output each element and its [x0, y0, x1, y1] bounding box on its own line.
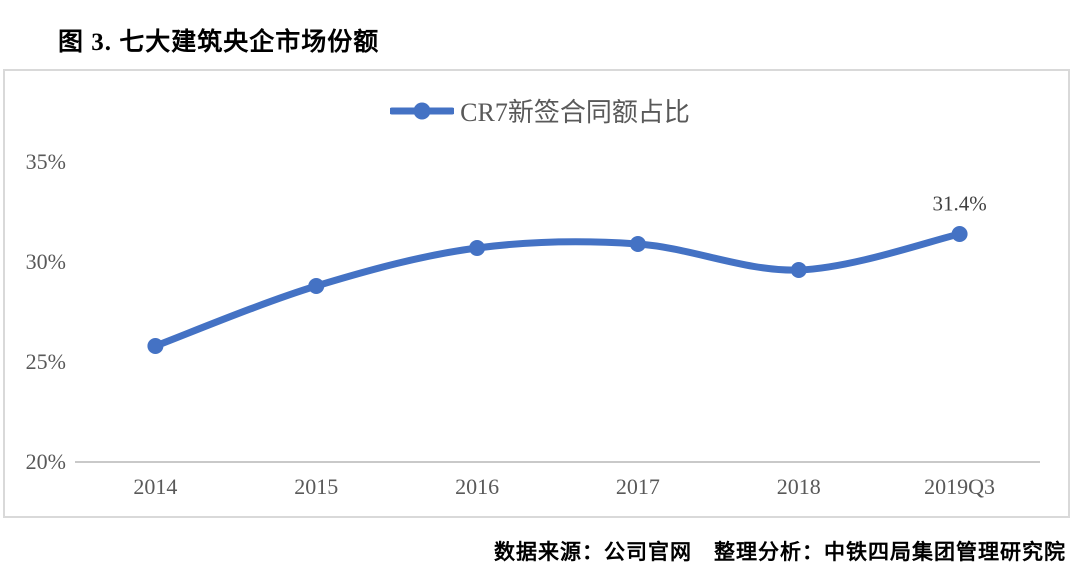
legend-line-marker-icon: [390, 102, 455, 119]
legend-label: CR7新签合同额占比: [460, 98, 690, 127]
data-point-marker: [629, 236, 646, 252]
y-axis-tick-label: 35%: [25, 149, 66, 174]
y-axis-tick-label: 30%: [25, 249, 66, 274]
x-axis-tick-label: 2017: [615, 474, 660, 499]
x-axis-tick-label: 2016: [455, 474, 500, 499]
legend: CR7新签合同额占比: [0, 92, 1080, 129]
chart-title: 图 3. 七大建筑央企市场份额: [58, 29, 380, 56]
data-point-marker: [951, 226, 968, 242]
x-axis-tick-label: 2018: [776, 474, 821, 499]
y-axis-tick-label: 20%: [25, 449, 66, 474]
x-axis-tick-label: 2019Q3: [924, 474, 996, 499]
data-point-marker: [308, 278, 325, 294]
x-axis-tick-label: 2014: [133, 474, 178, 499]
chart-frame: [3, 69, 1070, 518]
y-axis-tick-label: 25%: [25, 349, 66, 374]
data-point-marker: [147, 338, 164, 354]
data-point-marker: [790, 262, 807, 278]
data-point-marker: [469, 240, 486, 256]
x-axis-tick-label: 2015: [294, 474, 339, 499]
data-point-label: 31.4%: [932, 191, 987, 216]
series-line: [151, 230, 964, 350]
source-note: 数据来源：公司官网 整理分析：中铁四局集团管理研究院: [494, 540, 1066, 564]
